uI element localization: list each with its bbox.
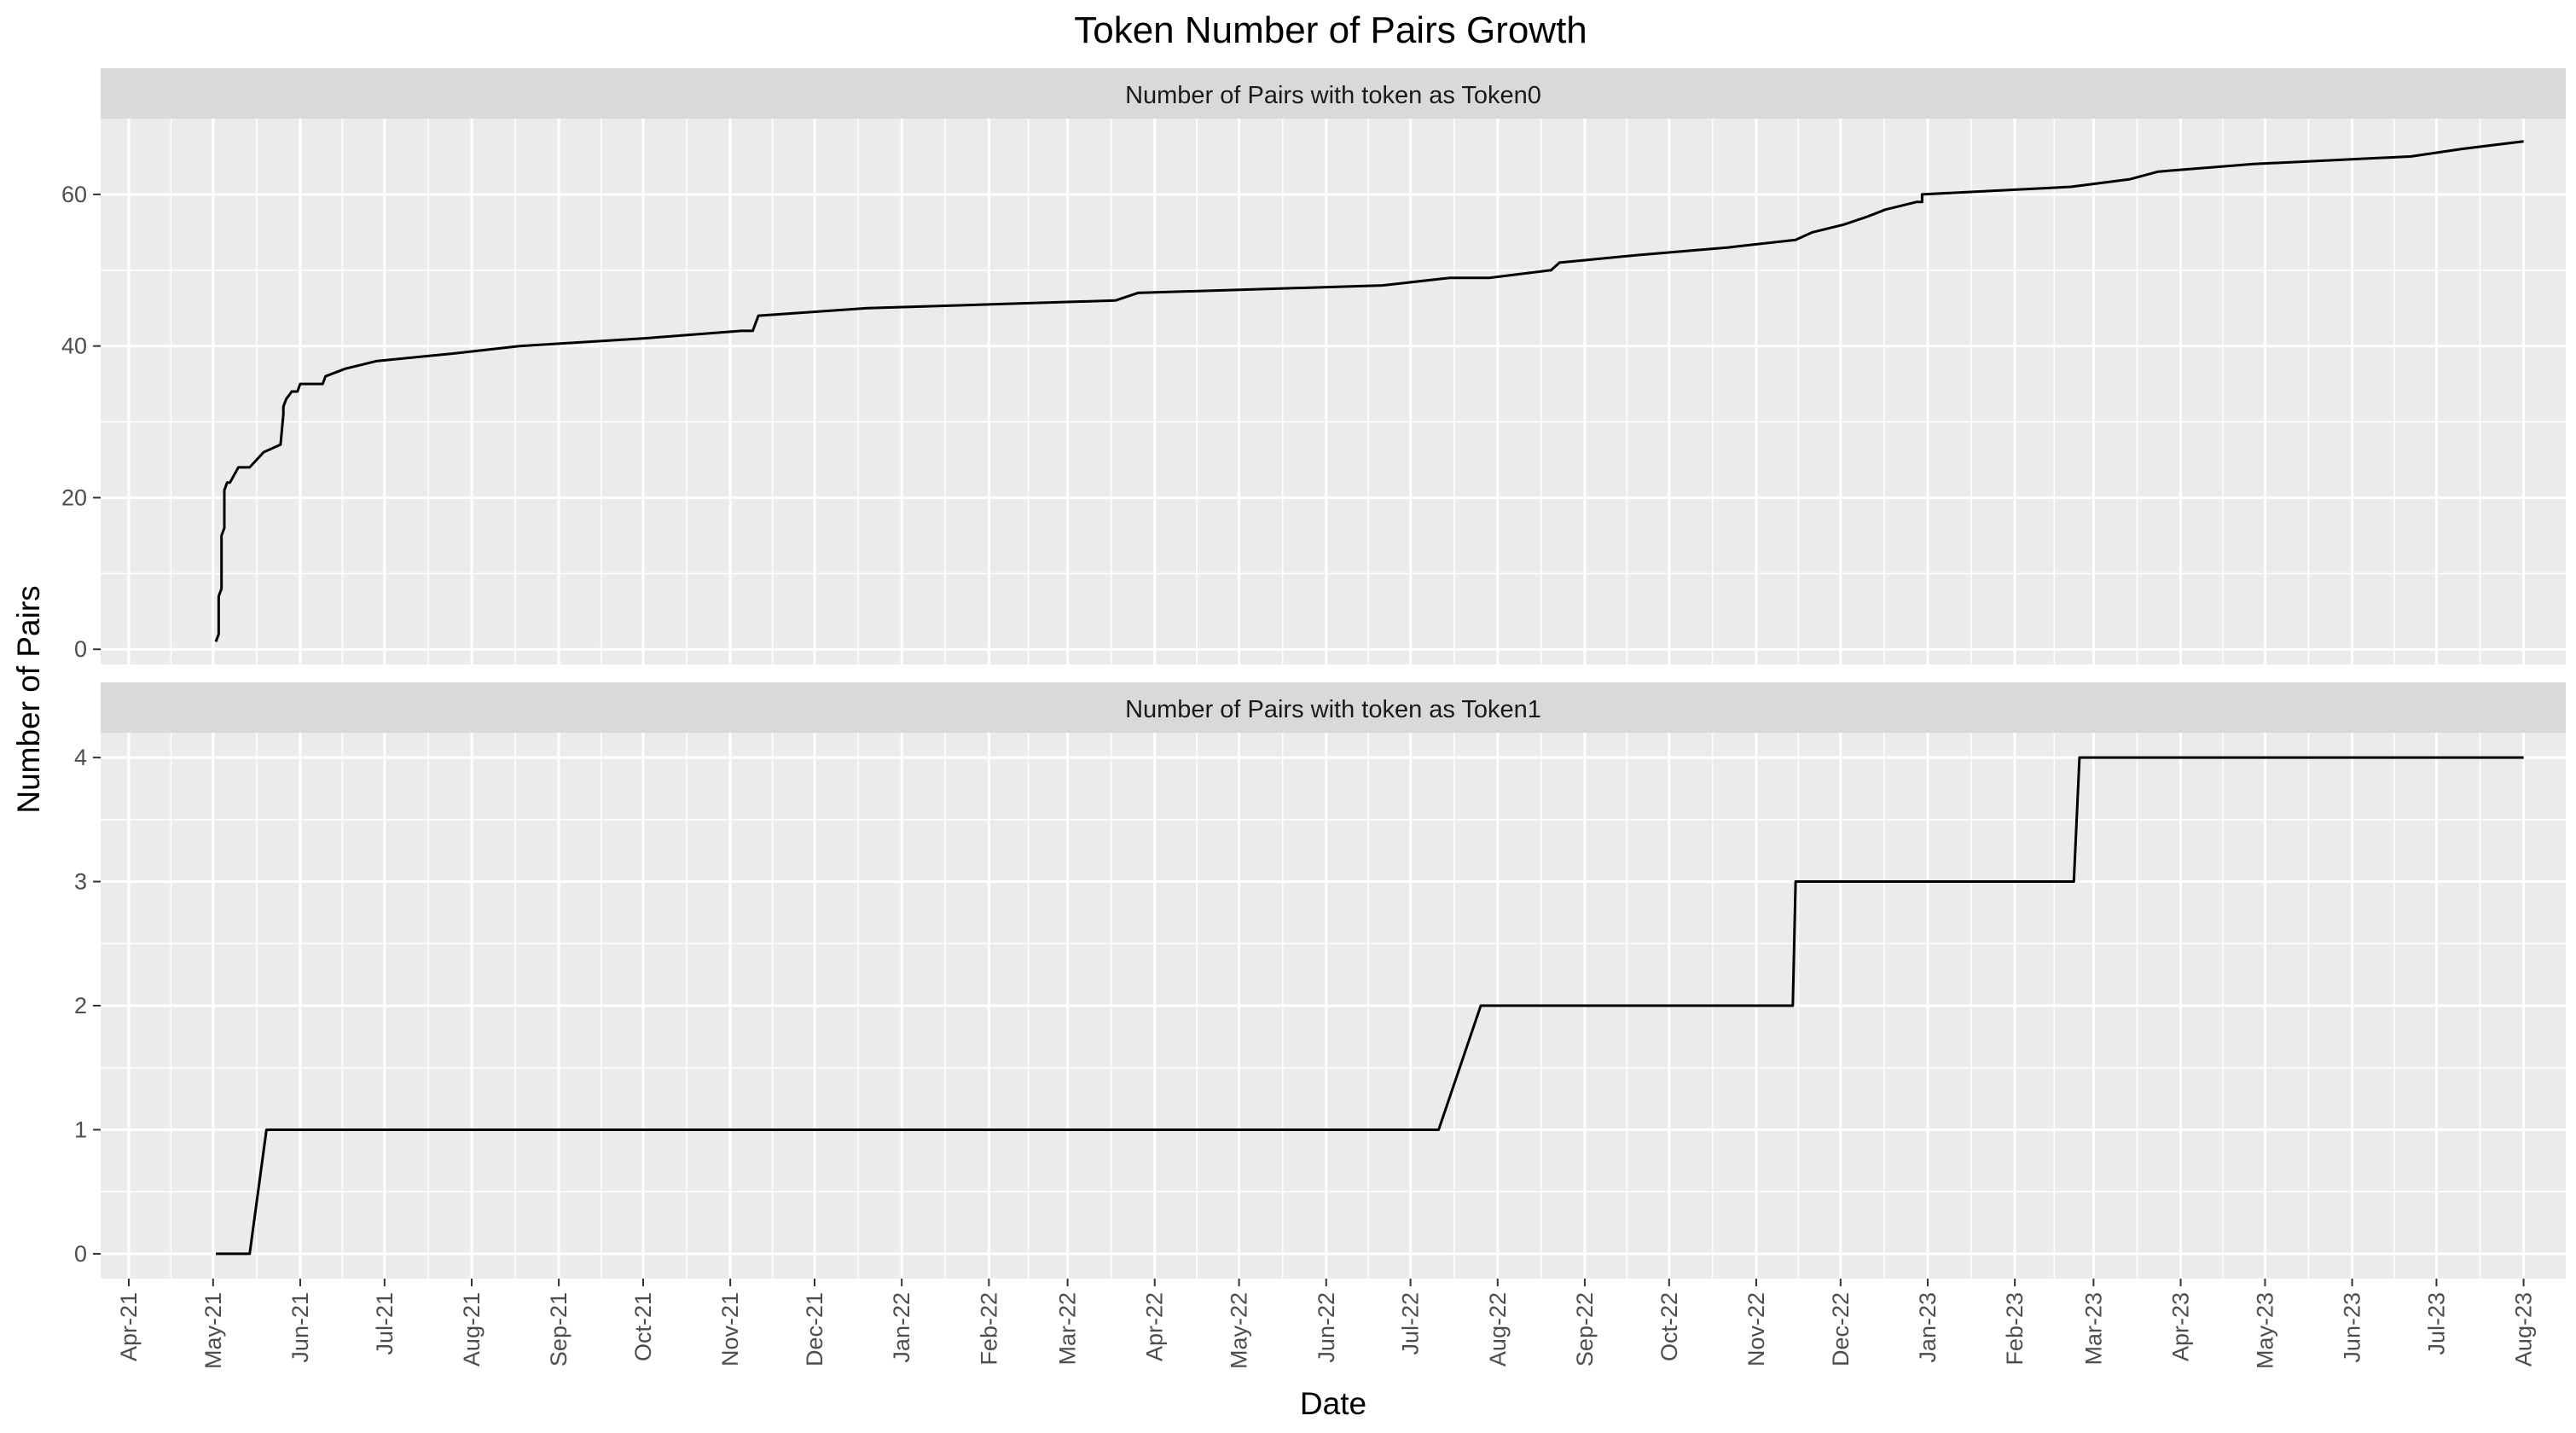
x-tick-label: Jul-21 [372, 1292, 397, 1355]
x-tick-label: Apr-22 [1142, 1292, 1168, 1361]
x-tick-label: Jun-23 [2340, 1292, 2365, 1363]
y-axis-ticks: 0 1 2 3 4 [74, 745, 101, 1267]
series-lines [216, 756, 2524, 1256]
y-tick-label: 1 [74, 1117, 87, 1142]
gridlines [101, 119, 2566, 664]
y-axis-title: Number of Pairs [11, 585, 46, 813]
strip-background [101, 68, 2566, 119]
x-tick-label: Sep-22 [1572, 1292, 1598, 1366]
x-tick-label: May-22 [1227, 1292, 1252, 1369]
y-tick-label: 2 [74, 993, 87, 1018]
x-axis-title: Date [1300, 1386, 1366, 1421]
series-line [216, 756, 2524, 1256]
x-tick-label: Feb-22 [976, 1292, 1001, 1366]
x-tick-label: Jul-23 [2423, 1292, 2449, 1355]
y-tick-label: 20 [61, 484, 87, 510]
x-tick-label: Aug-22 [1485, 1292, 1511, 1366]
x-tick-label: Aug-23 [2511, 1292, 2537, 1366]
x-tick-label: Apr-23 [2168, 1292, 2194, 1361]
series-line [214, 140, 2524, 642]
x-tick-label: Mar-23 [2080, 1292, 2106, 1366]
x-tick-label: Feb-23 [2002, 1292, 2028, 1366]
x-tick-label: Dec-22 [1828, 1292, 1854, 1366]
x-tick-label: Apr-21 [116, 1292, 142, 1361]
x-tick-label: Jul-22 [1398, 1292, 1424, 1355]
x-tick-label: May-23 [2252, 1292, 2277, 1369]
x-tick-label: May-21 [200, 1292, 226, 1369]
chart-title: Token Number of Pairs Growth [1074, 9, 1587, 51]
x-tick-label: Nov-22 [1743, 1292, 1769, 1366]
x-tick-label: Oct-21 [630, 1292, 656, 1361]
y-tick-label: 40 [61, 334, 87, 359]
x-tick-label: Jun-21 [287, 1292, 313, 1363]
gridlines [101, 733, 2566, 1279]
y-axis-ticks: 0 20 40 60 [61, 182, 101, 662]
x-tick-label: Oct-22 [1656, 1292, 1682, 1361]
y-tick-label: 4 [74, 745, 87, 770]
panel-token0: Number of Pairs with token as Token0 0 20… [61, 68, 2566, 664]
x-axis-ticks: Apr-21 May-21 Jun-21 Jul-21 Aug-21 Sep-21 Oct-… [116, 1279, 2537, 1369]
x-tick-label: Jan-23 [1915, 1292, 1941, 1363]
x-tick-label: Jun-22 [1314, 1292, 1339, 1363]
strip-label: Number of Pairs with token as Token0 [1125, 82, 1541, 109]
y-tick-label: 60 [61, 182, 87, 207]
strip-label: Number of Pairs with token as Token1 [1125, 696, 1541, 723]
y-tick-label: 0 [74, 1241, 87, 1267]
series-lines [214, 140, 2524, 642]
x-tick-label: Aug-21 [459, 1292, 484, 1366]
panel-token1: Number of Pairs with token as Token1 0 1 2… [74, 682, 2566, 1279]
x-tick-label: Sep-21 [546, 1292, 571, 1366]
x-tick-label: Mar-22 [1055, 1292, 1081, 1366]
y-tick-label: 3 [74, 869, 87, 895]
x-tick-label: Jan-22 [889, 1292, 914, 1363]
x-tick-label: Dec-21 [802, 1292, 827, 1366]
strip-background [101, 682, 2566, 733]
x-tick-label: Nov-21 [717, 1292, 743, 1366]
y-tick-label: 0 [74, 636, 87, 662]
